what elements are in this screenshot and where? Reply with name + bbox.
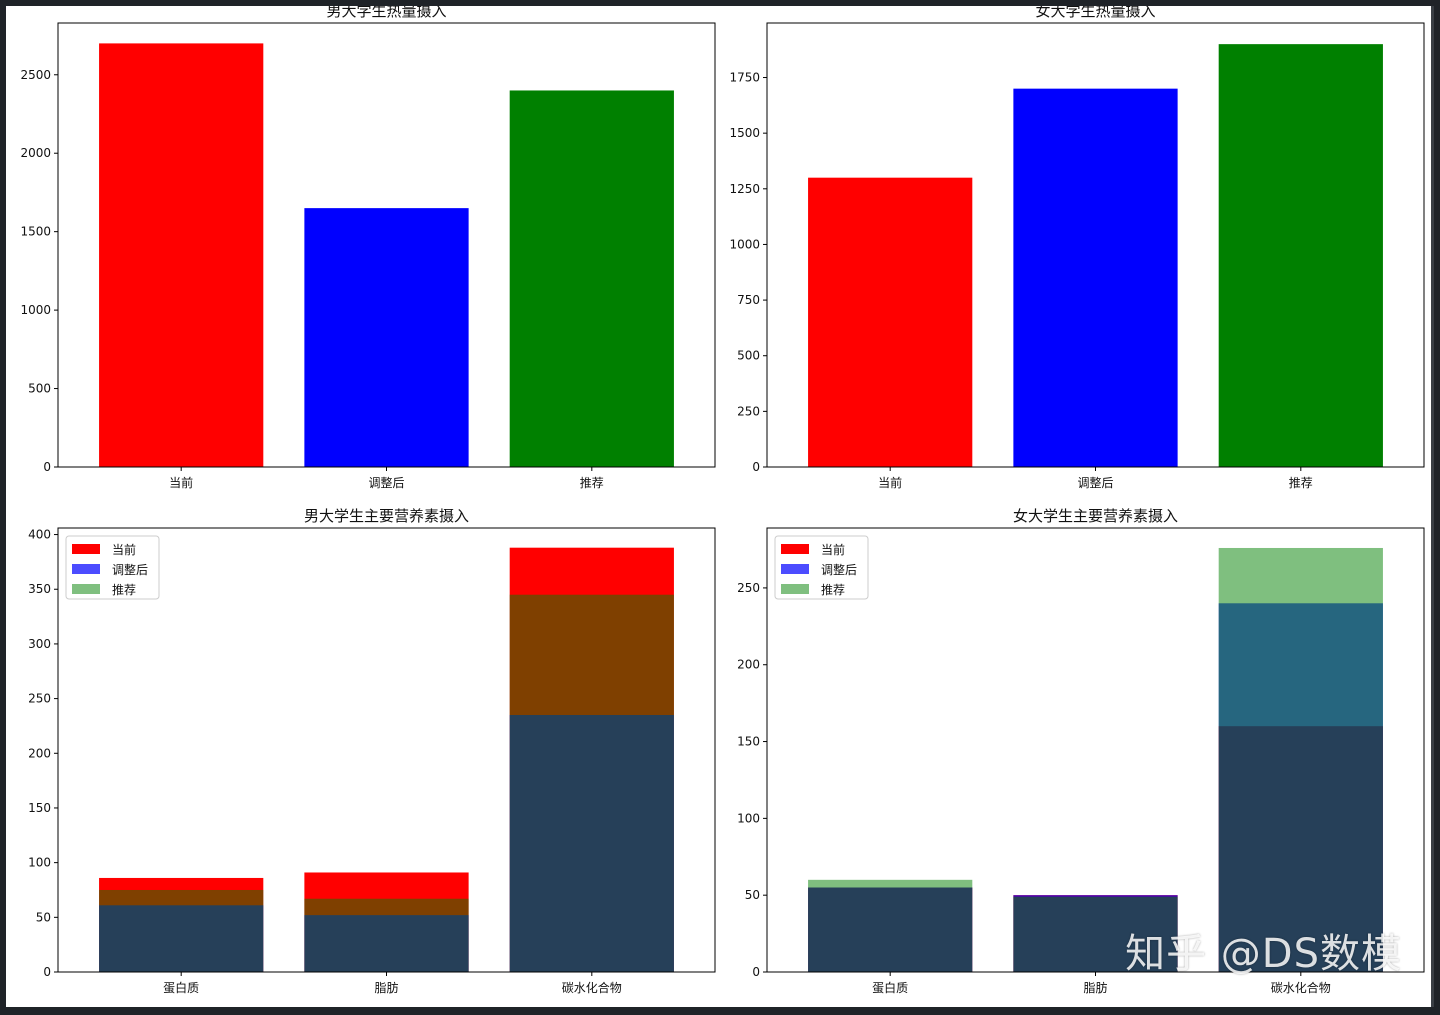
legend-swatch [72,544,100,554]
bar-0 [99,43,264,468]
chart-title: 女大学生主要营养素摄入 [1013,507,1178,525]
x-tick-label: 当前 [878,475,902,490]
y-tick-label: 100 [28,856,51,870]
y-tick-label: 2000 [20,146,51,160]
y-tick-label: 1000 [20,303,51,317]
chart-title: 男大学生热量摄入 [326,6,446,20]
y-tick-label: 300 [28,637,51,651]
x-tick-label: 碳水化合物 [562,980,622,995]
legend-swatch [781,544,809,554]
bar-2-1 [304,898,469,972]
y-tick-label: 250 [737,581,760,595]
bar-2-0 [99,889,264,972]
chart-title: 女大学生热量摄入 [1035,6,1155,20]
bar-2-2 [509,594,674,972]
chart-title: 男大学生主要营养素摄入 [304,507,469,525]
bar-2 [1218,44,1383,468]
x-tick-label: 碳水化合物 [1271,980,1331,995]
y-tick-label: 500 [737,349,760,363]
y-tick-label: 50 [745,888,760,902]
y-tick-label: 1500 [20,225,51,239]
bar-2-2 [1218,547,1383,972]
legend-label: 调整后 [112,562,148,577]
x-tick-label: 调整后 [1077,475,1113,490]
bar-1 [304,208,469,467]
bar-2-0 [808,879,973,972]
x-tick-label: 脂肪 [1083,980,1107,995]
legend-label: 当前 [112,542,136,557]
y-tick-label: 150 [28,801,51,815]
y-tick-label: 1750 [729,71,760,85]
y-tick-label: 0 [43,460,51,474]
x-tick-label: 推荐 [580,476,604,490]
watermark: 知乎 @DS数模 [1125,931,1402,977]
legend-label: 调整后 [821,562,857,577]
bar-2 [509,90,674,468]
y-tick-label: 2500 [20,68,51,82]
bar-0 [808,177,973,467]
y-tick-label: 150 [737,735,760,749]
y-tick-label: 400 [28,528,51,542]
x-tick-label: 推荐 [1289,476,1313,490]
y-tick-label: 1000 [729,237,760,251]
y-tick-label: 750 [737,293,760,307]
legend-label: 推荐 [112,583,136,597]
y-tick-label: 350 [28,582,51,596]
bar-1 [1013,88,1178,467]
bar-2-1 [1013,896,1178,972]
y-tick-label: 500 [28,382,51,396]
legend-swatch [781,584,809,594]
legend-label: 推荐 [821,583,845,597]
x-tick-label: 蛋白质 [163,980,199,995]
legend-label: 当前 [821,542,845,557]
y-tick-label: 200 [28,746,51,760]
y-tick-label: 50 [36,910,51,924]
y-tick-label: 1500 [729,126,760,140]
x-tick-label: 调整后 [368,475,404,490]
y-tick-label: 250 [28,692,51,706]
legend-swatch [72,564,100,574]
x-tick-label: 当前 [169,475,193,490]
x-tick-label: 蛋白质 [872,980,908,995]
y-tick-label: 0 [752,460,760,474]
figure: 男大学生热量摄入 0 500 1000 1500 2000 2500 当前 调整后 推荐 女大学生热… [6,6,1434,1007]
y-tick-label: 250 [737,404,760,418]
y-tick-label: 0 [43,965,51,979]
legend-swatch [781,564,809,574]
legend-swatch [72,584,100,594]
x-tick-label: 脂肪 [374,980,398,995]
y-tick-label: 200 [737,658,760,672]
y-tick-label: 1250 [729,182,760,196]
y-tick-label: 100 [737,811,760,825]
y-tick-label: 0 [752,965,760,979]
